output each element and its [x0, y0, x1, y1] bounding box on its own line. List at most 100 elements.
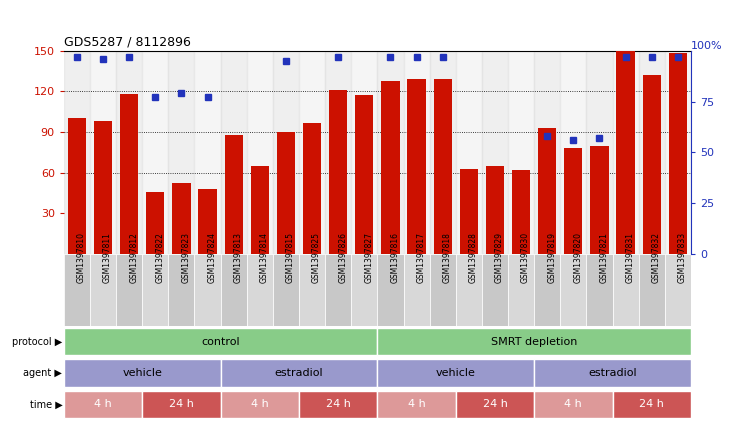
- Bar: [408, 79, 426, 254]
- Bar: [251, 166, 269, 254]
- Bar: [587, 51, 613, 254]
- Text: GSM1397828: GSM1397828: [469, 232, 478, 283]
- Bar: [64, 328, 378, 355]
- Bar: [508, 51, 534, 254]
- Bar: [643, 75, 661, 254]
- Text: GSM1397825: GSM1397825: [312, 232, 321, 283]
- Bar: [195, 51, 221, 254]
- Bar: [534, 254, 560, 326]
- Bar: [116, 254, 142, 326]
- Text: 4 h: 4 h: [408, 399, 426, 409]
- Text: 24 h: 24 h: [483, 399, 508, 409]
- Bar: [142, 391, 221, 418]
- Bar: [172, 184, 191, 254]
- Bar: [225, 135, 243, 254]
- Text: 4 h: 4 h: [94, 399, 112, 409]
- Bar: [142, 254, 168, 326]
- Bar: [638, 254, 665, 326]
- Text: GSM1397827: GSM1397827: [364, 232, 373, 283]
- Text: GSM1397817: GSM1397817: [417, 232, 426, 283]
- Bar: [564, 148, 583, 254]
- Bar: [299, 391, 378, 418]
- Text: GSM1397813: GSM1397813: [234, 232, 243, 283]
- Bar: [68, 118, 86, 254]
- Bar: [613, 51, 638, 254]
- Text: 24 h: 24 h: [169, 399, 194, 409]
- Text: GSM1397822: GSM1397822: [155, 232, 164, 283]
- Text: GSM1397829: GSM1397829: [495, 232, 504, 283]
- Bar: [486, 166, 504, 254]
- Bar: [303, 123, 321, 254]
- Bar: [221, 391, 299, 418]
- Bar: [508, 254, 534, 326]
- Text: estradiol: estradiol: [588, 368, 637, 378]
- Bar: [456, 254, 482, 326]
- Text: GSM1397826: GSM1397826: [338, 232, 347, 283]
- Text: GSM1397811: GSM1397811: [103, 232, 112, 283]
- Bar: [195, 254, 221, 326]
- Bar: [90, 51, 116, 254]
- Bar: [534, 360, 691, 387]
- Bar: [433, 79, 452, 254]
- Text: GSM1397830: GSM1397830: [521, 232, 530, 283]
- Text: GSM1397819: GSM1397819: [547, 232, 556, 283]
- Bar: [534, 391, 613, 418]
- Bar: [64, 51, 90, 254]
- Bar: [403, 254, 430, 326]
- Text: GSM1397815: GSM1397815: [286, 232, 295, 283]
- Bar: [382, 80, 400, 254]
- Bar: [168, 254, 195, 326]
- Bar: [456, 391, 534, 418]
- Text: GSM1397832: GSM1397832: [652, 232, 661, 283]
- Bar: [325, 254, 351, 326]
- Bar: [221, 51, 247, 254]
- Text: 24 h: 24 h: [639, 399, 664, 409]
- Bar: [329, 90, 347, 254]
- Bar: [116, 51, 142, 254]
- Bar: [512, 170, 530, 254]
- Text: GSM1397831: GSM1397831: [626, 232, 635, 283]
- Bar: [64, 360, 221, 387]
- Bar: [198, 189, 217, 254]
- Bar: [534, 51, 560, 254]
- Bar: [378, 360, 534, 387]
- Text: GSM1397833: GSM1397833: [678, 232, 687, 283]
- Text: vehicle: vehicle: [122, 368, 162, 378]
- Bar: [617, 51, 635, 254]
- Text: GSM1397820: GSM1397820: [573, 232, 582, 283]
- Text: GSM1397824: GSM1397824: [207, 232, 216, 283]
- Text: GSM1397816: GSM1397816: [391, 232, 400, 283]
- Text: 100%: 100%: [691, 41, 722, 51]
- Bar: [430, 254, 456, 326]
- Bar: [64, 254, 90, 326]
- Bar: [273, 254, 299, 326]
- Text: vehicle: vehicle: [436, 368, 475, 378]
- Text: GDS5287 / 8112896: GDS5287 / 8112896: [64, 36, 191, 49]
- Text: protocol ▶: protocol ▶: [12, 337, 62, 347]
- Bar: [299, 254, 325, 326]
- Bar: [221, 254, 247, 326]
- Bar: [247, 254, 273, 326]
- Bar: [638, 51, 665, 254]
- Bar: [378, 51, 403, 254]
- Bar: [351, 254, 378, 326]
- Text: SMRT depletion: SMRT depletion: [491, 337, 578, 347]
- Bar: [64, 391, 142, 418]
- Bar: [430, 51, 456, 254]
- Bar: [325, 51, 351, 254]
- Text: control: control: [201, 337, 240, 347]
- Bar: [168, 51, 195, 254]
- Text: time ▶: time ▶: [29, 399, 62, 409]
- Text: GSM1397812: GSM1397812: [129, 232, 138, 283]
- Bar: [482, 254, 508, 326]
- Text: GSM1397821: GSM1397821: [599, 232, 608, 283]
- Bar: [378, 328, 691, 355]
- Bar: [378, 254, 403, 326]
- Bar: [560, 254, 587, 326]
- Bar: [90, 254, 116, 326]
- Text: GSM1397814: GSM1397814: [260, 232, 269, 283]
- Bar: [482, 51, 508, 254]
- Bar: [665, 51, 691, 254]
- Bar: [142, 51, 168, 254]
- Bar: [665, 254, 691, 326]
